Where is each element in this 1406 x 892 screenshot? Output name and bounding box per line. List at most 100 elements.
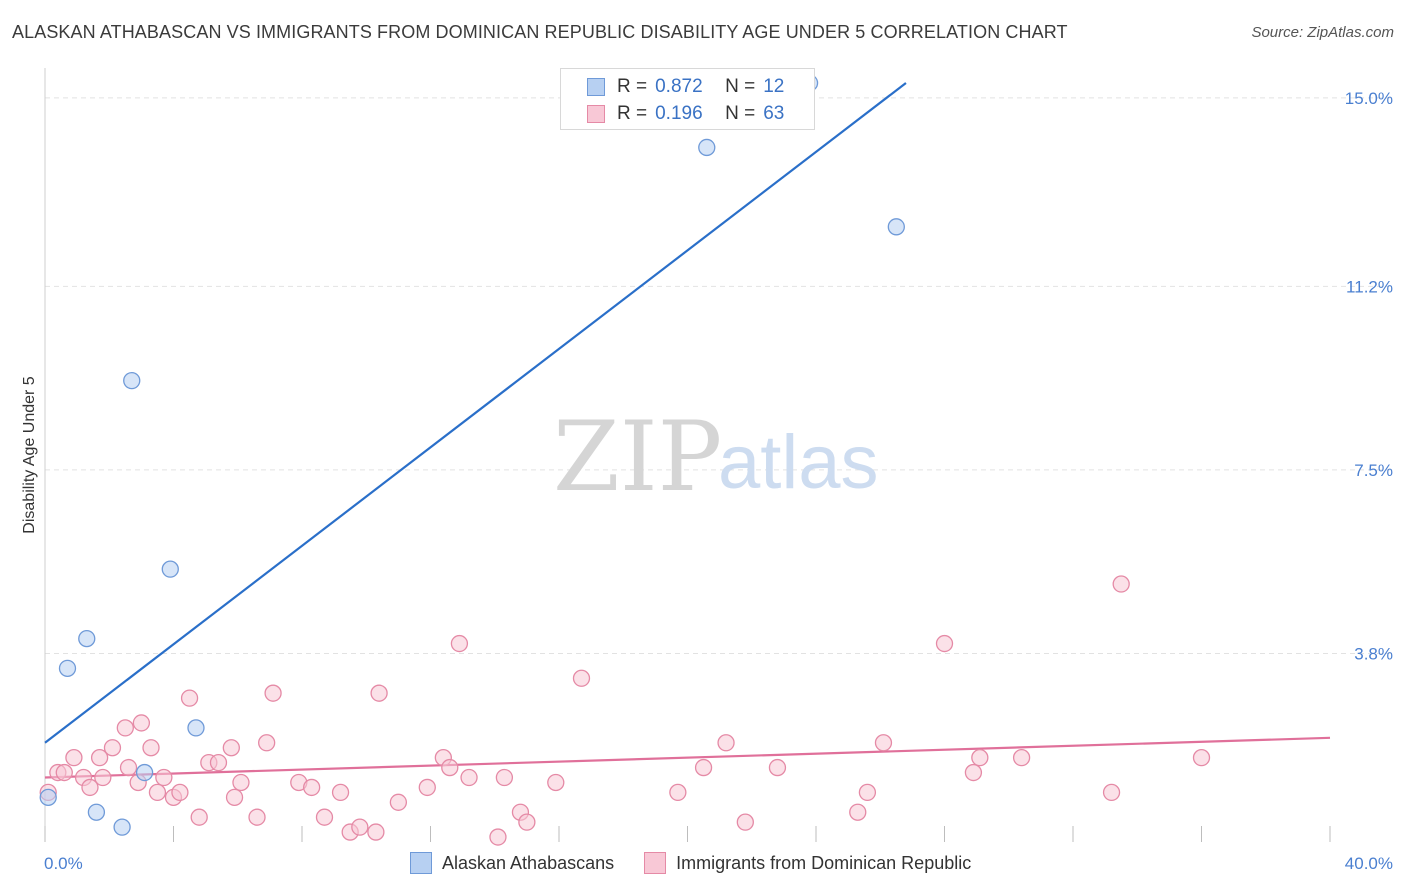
dominican-immigrant-point <box>669 783 687 802</box>
legend-n-value: 12 <box>763 76 785 97</box>
alaskan-athabascan-point <box>161 560 179 578</box>
dominican-immigrant-point <box>119 758 138 777</box>
dominican-immigrant-point <box>495 768 514 787</box>
dominican-immigrant-point <box>351 818 369 836</box>
dominican-immigrant-point <box>331 783 350 802</box>
dominican-immigrant-point <box>248 808 266 826</box>
dominican-immigrant-point <box>209 753 228 772</box>
alaskan-athabascan-point <box>887 218 905 236</box>
legend-row-dominican: R = 0.196 N = 63 <box>587 102 784 126</box>
dominican-immigrant-point <box>1112 575 1130 593</box>
alaskan-athabascan-point <box>123 371 141 390</box>
legend-swatch-pink <box>587 105 605 123</box>
x-tick-label: 0.0% <box>44 854 83 873</box>
series-swatch-pink <box>644 852 667 874</box>
y-tick-label: 7.5% <box>1354 461 1393 480</box>
dominican-immigrant-point <box>232 773 250 792</box>
y-axis-label: Disability Age Under 5 <box>21 376 38 534</box>
dominican-immigrant-point <box>264 684 282 702</box>
dominican-immigrant-point <box>171 783 189 802</box>
alaskan-athabascan-point <box>87 803 106 821</box>
dominican-immigrant-point <box>190 808 208 826</box>
y-tick-label: 15.0% <box>1345 89 1393 108</box>
series-legend-label: Alaskan Athabascans <box>442 852 615 873</box>
legend-swatch-blue <box>587 78 605 96</box>
dominican-immigrant-point <box>460 768 478 787</box>
x-tick-labels: 0.0% 40.0% <box>44 854 1393 873</box>
x-tick-label: 40.0% <box>1345 854 1393 873</box>
dominican-immigrant-point <box>367 823 385 841</box>
dominican-immigrant-point <box>65 749 83 767</box>
dominican-immigrant-point <box>94 768 112 787</box>
dominican-immigrant-point <box>874 734 893 752</box>
dominican-immigrant-point <box>222 739 240 757</box>
dominican-immigrant-point <box>1012 749 1031 767</box>
dominican-trend-line <box>44 736 1331 779</box>
legend-r-label: R = <box>617 76 648 97</box>
dominican-immigrant-point <box>717 734 735 752</box>
watermark-zip: ZIP <box>553 401 722 513</box>
legend: R = 0.872 N = 12 R = 0.196 N = 63 <box>560 68 815 130</box>
dominican-immigrant-point <box>518 813 536 831</box>
dominican-immigrant-point <box>315 808 334 826</box>
dominican-immigrant-point <box>572 669 591 687</box>
dominican-immigrant-point <box>258 734 276 752</box>
series-legend-item-dominican: Immigrants from Dominican Republic <box>644 852 971 874</box>
dominican-immigrant-point <box>849 803 867 821</box>
y-tick-labels: 3.8% 7.5% 11.2% 15.0% <box>1345 89 1393 664</box>
dominican-immigrant-point <box>441 758 459 777</box>
y-tick-label: 11.2% <box>1346 277 1393 296</box>
dominican-immigrant-point <box>1102 783 1121 802</box>
legend-r-label: R = <box>617 103 648 124</box>
legend-n-label: N = <box>725 103 756 124</box>
chart-title: ALASKAN ATHABASCAN VS IMMIGRANTS FROM DO… <box>12 22 1068 42</box>
dominican-immigrant-point <box>132 714 151 732</box>
alaskan-athabascan-point <box>58 659 77 678</box>
alaskan-athabascan-point <box>39 788 57 807</box>
dominican-immigrant-point <box>155 768 173 787</box>
dominican-immigrant-point <box>547 773 565 792</box>
dominican-immigrant-point <box>370 684 388 702</box>
y-tick-label: 3.8% <box>1354 644 1393 663</box>
legend-r-value: 0.196 <box>655 103 703 124</box>
dominican-immigrant-point <box>694 758 713 777</box>
dominican-immigrant-point <box>148 783 167 802</box>
dominican-immigrant-point <box>736 813 754 831</box>
dominican-immigrant-point <box>180 689 199 707</box>
grid-lines <box>45 97 1392 654</box>
source-credit: Source: ZipAtlas.com <box>1251 24 1394 41</box>
dominican-immigrant-point <box>768 758 787 777</box>
trend-lines <box>44 82 1331 779</box>
dominican-immigrant-point <box>935 634 954 653</box>
dominican-immigrant-point <box>103 739 122 757</box>
alaskan-athabascan-point <box>187 719 205 737</box>
dominican-immigrant-point <box>1192 749 1211 767</box>
dominican-immigrant-point <box>90 749 109 767</box>
alaskan-athabascan-point <box>78 629 96 648</box>
dominican-immigrant-point <box>116 719 134 737</box>
data-points <box>39 74 1211 846</box>
dominican-immigrant-point <box>81 778 99 797</box>
alaskan-trend-line <box>44 82 907 744</box>
dominican-immigrant-point <box>225 788 244 807</box>
legend-row-alaskan: R = 0.872 N = 12 <box>587 75 784 99</box>
dominican-immigrant-point <box>858 783 877 802</box>
legend-n-value: 63 <box>763 103 785 124</box>
legend-n-label: N = <box>725 76 756 97</box>
dominican-immigrant-point <box>418 778 436 797</box>
series-legend-item-alaskan: Alaskan Athabascans <box>410 852 614 874</box>
dominican-immigrant-point <box>302 778 321 797</box>
legend-r-value: 0.872 <box>655 76 703 97</box>
alaskan-athabascan-point <box>698 138 716 157</box>
alaskan-athabascan-point <box>113 818 131 836</box>
series-legend-label: Immigrants from Dominican Republic <box>676 852 972 873</box>
dominican-immigrant-point <box>142 739 160 757</box>
axes <box>44 68 1331 842</box>
dominican-immigrant-point <box>450 634 469 653</box>
series-swatch-blue <box>410 852 432 874</box>
dominican-immigrant-point <box>971 749 989 767</box>
dominican-immigrant-point <box>489 828 507 846</box>
watermark-atlas: atlas <box>718 420 879 505</box>
dominican-immigrant-point <box>55 763 73 782</box>
